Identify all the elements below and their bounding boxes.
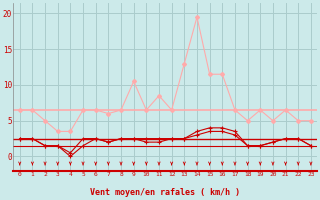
X-axis label: Vent moyen/en rafales ( km/h ): Vent moyen/en rafales ( km/h ) bbox=[90, 188, 240, 197]
